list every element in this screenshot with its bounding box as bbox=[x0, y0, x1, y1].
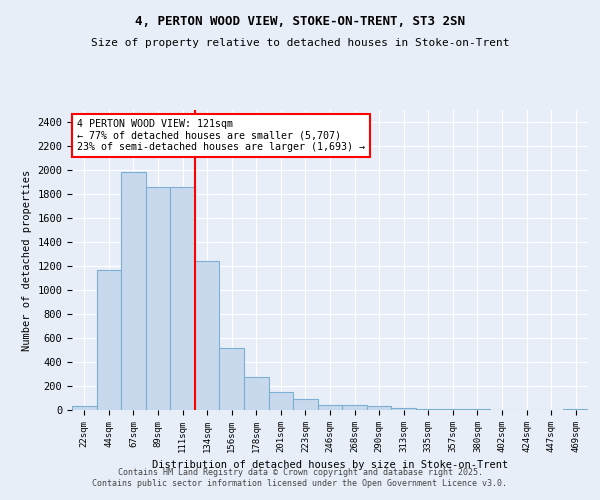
Bar bbox=[121, 172, 146, 410]
X-axis label: Distribution of detached houses by size in Stoke-on-Trent: Distribution of detached houses by size … bbox=[152, 460, 508, 470]
Text: 4, PERTON WOOD VIEW, STOKE-ON-TRENT, ST3 2SN: 4, PERTON WOOD VIEW, STOKE-ON-TRENT, ST3… bbox=[135, 15, 465, 28]
Bar bbox=[269, 392, 293, 410]
Bar bbox=[293, 399, 318, 410]
Bar bbox=[220, 348, 244, 410]
Text: Size of property relative to detached houses in Stoke-on-Trent: Size of property relative to detached ho… bbox=[91, 38, 509, 48]
Bar bbox=[146, 187, 170, 410]
Bar bbox=[342, 404, 367, 410]
Bar bbox=[416, 409, 440, 410]
Bar bbox=[391, 408, 416, 410]
Text: Contains HM Land Registry data © Crown copyright and database right 2025.
Contai: Contains HM Land Registry data © Crown c… bbox=[92, 468, 508, 487]
Bar bbox=[97, 270, 121, 410]
Y-axis label: Number of detached properties: Number of detached properties bbox=[22, 170, 32, 350]
Bar bbox=[563, 409, 588, 410]
Text: 4 PERTON WOOD VIEW: 121sqm
← 77% of detached houses are smaller (5,707)
23% of s: 4 PERTON WOOD VIEW: 121sqm ← 77% of deta… bbox=[77, 119, 365, 152]
Bar bbox=[72, 406, 97, 410]
Bar bbox=[367, 406, 391, 410]
Bar bbox=[195, 261, 220, 410]
Bar bbox=[170, 187, 195, 410]
Bar bbox=[244, 377, 269, 410]
Bar bbox=[318, 404, 342, 410]
